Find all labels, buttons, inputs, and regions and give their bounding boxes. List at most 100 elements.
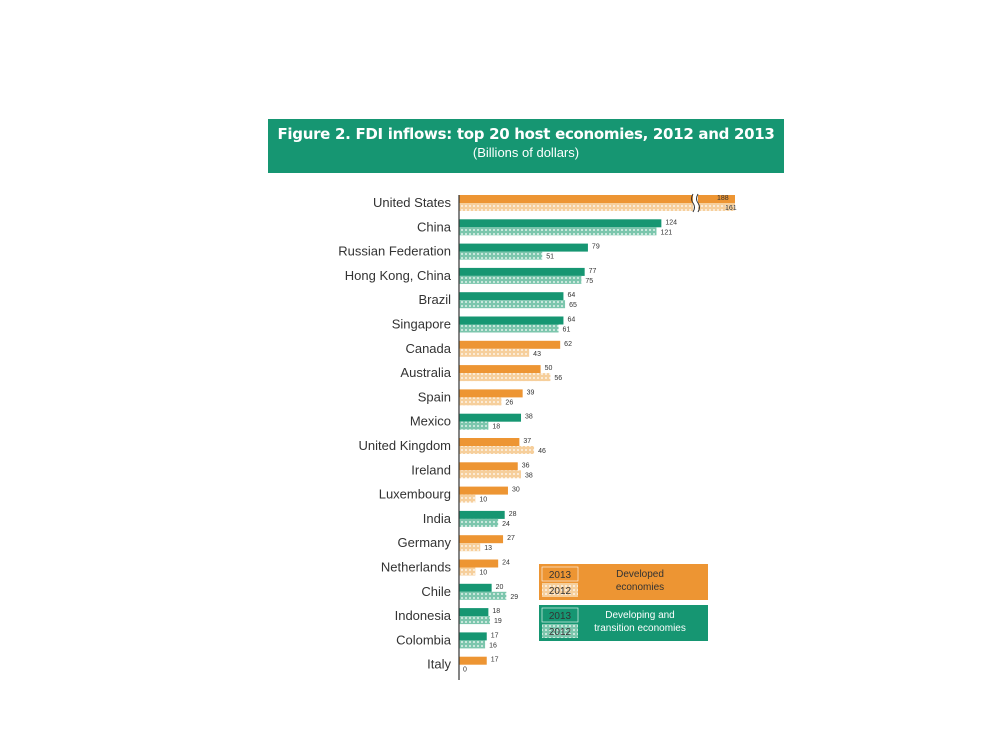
value-label-2013-colombia: 17 (491, 632, 499, 639)
value-label-2013-russian-federation: 79 (592, 244, 600, 251)
bar-2013-australia (459, 365, 541, 374)
bar-2012-india (459, 518, 499, 527)
category-label-brazil: Brazil (418, 292, 451, 307)
value-label-2013-brazil: 64 (567, 292, 575, 299)
category-label-mexico: Mexico (410, 414, 451, 429)
bar-2012-mexico (459, 421, 489, 430)
axis-break-united-states (693, 194, 698, 212)
bar-2012-indonesia (459, 616, 491, 625)
bar-2013-italy (459, 656, 487, 665)
value-label-2012-indonesia: 19 (494, 618, 502, 625)
bar-2012-chile (459, 591, 507, 600)
category-label-germany: Germany (398, 535, 452, 550)
value-label-2013-indonesia: 18 (492, 608, 500, 615)
bar-2013-ireland (459, 462, 518, 471)
bar-2012-united-kingdom (459, 446, 535, 454)
legend-label-developed-line2: economies (616, 582, 664, 593)
value-label-2013-hong-kong-china: 77 (589, 268, 597, 275)
value-label-2013-ireland: 36 (522, 462, 530, 469)
value-label-2013-united-states: 188 (717, 195, 729, 202)
legend-year-2013-developing: 2013 (549, 611, 572, 622)
legend-label-developed-line1: Developed (616, 569, 664, 580)
category-label-indonesia: Indonesia (395, 608, 452, 623)
bar-2013-indonesia (459, 608, 489, 617)
category-label-united-kingdom: United Kingdom (359, 438, 452, 453)
bar-2012-luxembourg (459, 494, 476, 503)
value-label-2013-canada: 62 (564, 341, 572, 348)
value-label-2013-china: 124 (665, 219, 677, 226)
bar-2012-netherlands (459, 567, 476, 576)
bar-2013-chile (459, 583, 492, 592)
legend-year-2013-developed: 2013 (549, 570, 572, 581)
axis-break-mark-left-united-states (691, 193, 695, 213)
value-label-2013-chile: 20 (496, 584, 504, 591)
category-label-singapore: Singapore (392, 317, 451, 332)
bar-2012-spain (459, 397, 502, 406)
bar-2013-brazil (459, 292, 564, 301)
value-label-2012-colombia: 16 (489, 642, 497, 649)
bar-2012-colombia (459, 640, 486, 649)
bar-2012-hong-kong-china (459, 275, 582, 284)
value-label-2013-luxembourg: 30 (512, 487, 520, 494)
category-label-spain: Spain (418, 389, 451, 404)
bar-2013-spain (459, 389, 523, 398)
bar-2012-canada (459, 348, 530, 357)
bar-2013-india (459, 510, 505, 519)
value-label-2013-italy: 17 (491, 657, 499, 664)
category-label-canada: Canada (405, 341, 451, 356)
category-label-netherlands: Netherlands (381, 560, 452, 575)
category-label-united-states: United States (373, 195, 452, 210)
bar-2013-colombia (459, 632, 487, 641)
value-label-2012-canada: 43 (533, 351, 541, 358)
bar-2013-singapore (459, 316, 564, 325)
legend-swatch-2012-developed (542, 583, 578, 597)
value-label-2012-hong-kong-china: 75 (585, 278, 593, 285)
legend-label-developing-line2: transition economies (594, 623, 686, 634)
legend-swatch-2013-developing (541, 607, 579, 623)
value-label-2013-germany: 27 (507, 535, 515, 542)
category-label-colombia: Colombia (396, 632, 452, 647)
value-label-2012-russian-federation: 51 (546, 254, 554, 261)
value-label-2013-australia: 50 (545, 365, 553, 372)
legend-label-developing-line1: Developing and (605, 610, 675, 621)
bar-2012-ireland (459, 470, 522, 479)
chart-title-bar: Figure 2. FDI inflows: top 20 host econo… (268, 119, 784, 173)
value-label-2013-spain: 39 (527, 389, 535, 396)
value-label-2012-luxembourg: 10 (479, 497, 487, 504)
value-label-2012-united-states: 161 (725, 205, 737, 212)
axis-break-mark-right-united-states (696, 193, 700, 213)
value-label-2012-spain: 26 (505, 399, 513, 406)
bar-2012-russian-federation (459, 251, 543, 260)
bar-2012-singapore (459, 324, 559, 333)
bar-2012-united-states (459, 203, 735, 211)
category-label-india: India (423, 511, 452, 526)
category-label-australia: Australia (400, 365, 451, 380)
bar-2013-luxembourg (459, 486, 508, 495)
category-label-ireland: Ireland (411, 462, 451, 477)
value-label-2012-brazil: 65 (569, 302, 577, 309)
bar-2012-germany (459, 543, 481, 552)
value-label-2012-australia: 56 (554, 375, 562, 382)
bar-2013-china (459, 219, 662, 228)
bar-2013-canada (459, 340, 561, 349)
value-label-2012-germany: 13 (484, 545, 492, 552)
value-label-2012-mexico: 18 (492, 424, 500, 431)
bar-2012-brazil (459, 300, 566, 309)
value-label-2012-united-kingdom: 46 (538, 448, 546, 455)
bar-2012-australia (459, 373, 551, 382)
bar-2012-china (459, 227, 657, 236)
value-label-2013-united-kingdom: 37 (523, 438, 531, 445)
bar-2013-netherlands (459, 559, 499, 568)
category-label-china: China (417, 219, 452, 234)
value-label-2013-netherlands: 24 (502, 560, 510, 567)
value-label-2012-singapore: 61 (563, 327, 571, 334)
legend-year-2012-developing: 2012 (549, 627, 572, 638)
category-label-luxembourg: Luxembourg (379, 487, 451, 502)
value-label-2012-italy: 0 (463, 667, 467, 674)
legend-swatch-2012-developing (542, 624, 578, 638)
bar-2013-hong-kong-china (459, 267, 585, 276)
bar-2013-mexico (459, 413, 522, 422)
bar-2013-united-kingdom (459, 438, 520, 446)
bar-2013-united-states (459, 195, 735, 203)
